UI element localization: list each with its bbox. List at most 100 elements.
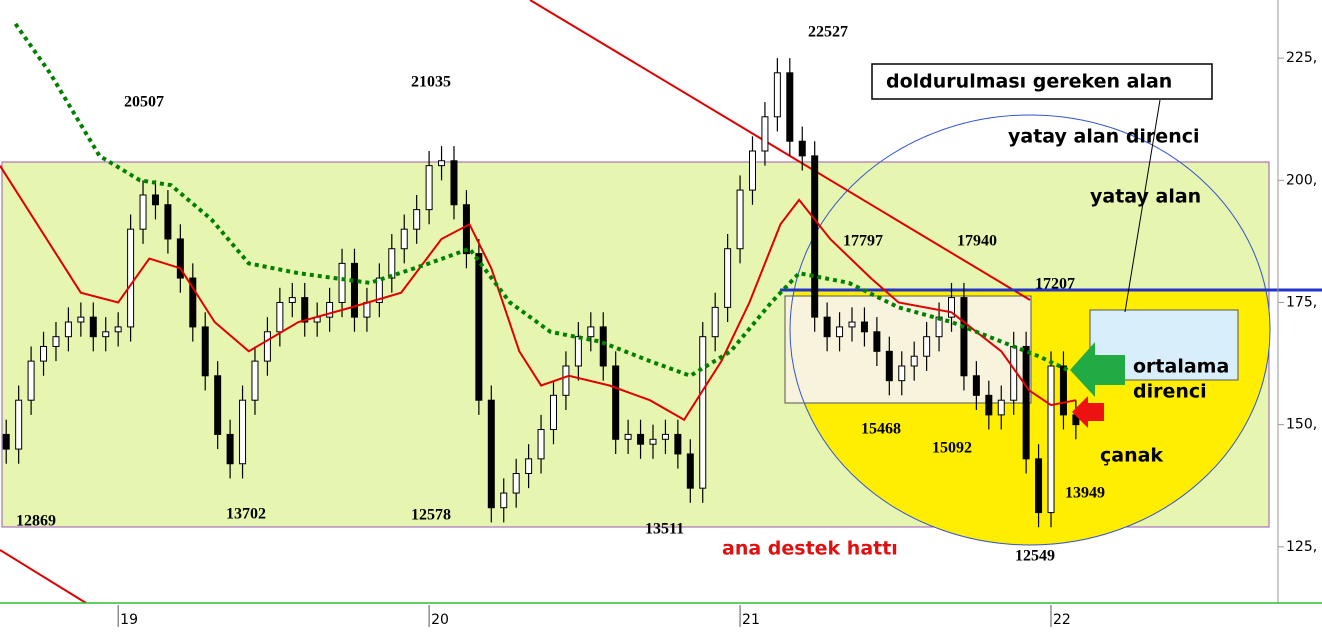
candle-body (64, 321, 72, 338)
x-tick-label: 21 (742, 612, 760, 628)
candle-body (363, 301, 371, 318)
candle-body (487, 399, 495, 509)
candle-body (1059, 365, 1067, 416)
candle-body (350, 262, 358, 318)
candle-body (661, 433, 669, 440)
note-box (871, 63, 1213, 100)
red-arrow (1072, 396, 1104, 428)
green-arrow (1070, 342, 1125, 397)
candle-body (151, 194, 159, 206)
candle-body (848, 321, 856, 328)
price-annotation: 22527 (808, 24, 848, 41)
candle-body (512, 473, 520, 494)
price-annotation: 13702 (226, 506, 266, 523)
candle-body (27, 360, 35, 401)
candle-body (612, 365, 620, 440)
candle-body (326, 301, 334, 318)
candle-body (214, 375, 222, 435)
candle-body (761, 116, 769, 152)
candle-body (860, 321, 868, 333)
bowl-outline (789, 114, 1271, 546)
price-annotation: 17207 (1035, 276, 1075, 293)
candle-body (263, 331, 271, 362)
candle-body (164, 204, 172, 240)
candle-body (624, 433, 632, 440)
candle-body (587, 326, 595, 338)
candle-body (400, 228, 408, 250)
candle-body (89, 316, 97, 338)
candle-body (972, 375, 980, 396)
candle-body (388, 248, 396, 279)
candle-body (226, 433, 234, 465)
x-tick-label: 22 (1053, 612, 1071, 628)
candle-body (960, 297, 968, 377)
candle-body (127, 228, 135, 328)
candle-body (674, 433, 682, 455)
price-annotation: 12549 (1015, 548, 1055, 565)
candle-body (102, 331, 110, 338)
note-label: direnci (1133, 381, 1207, 403)
candle-body (40, 345, 48, 362)
candle-body (748, 150, 756, 191)
note-label: yatay alan direnci (1008, 126, 1200, 148)
candle-body (301, 297, 309, 323)
candle-body (425, 165, 433, 211)
candle-body (77, 316, 85, 323)
price-annotation: 15092 (932, 440, 972, 457)
candle-body (413, 209, 421, 230)
candle-body (948, 297, 956, 318)
candle-body (798, 140, 806, 157)
note-label: yatay alan (1090, 186, 1201, 208)
candle-body (811, 155, 819, 318)
candle-body (475, 253, 483, 401)
note-label: ortalama (1133, 356, 1229, 378)
moving-average (13, 22, 1071, 379)
y-tick-label: 125, (1286, 539, 1317, 555)
candle-body (823, 316, 831, 338)
candle-body (1035, 458, 1043, 514)
note-label: çanak (1100, 445, 1163, 467)
candle-body (1022, 345, 1030, 460)
support-trendline (0, 549, 87, 604)
candle-body (462, 204, 470, 255)
y-tick-label: 200, (1286, 172, 1317, 188)
candle-body (699, 336, 707, 489)
x-tick-label: 19 (120, 612, 138, 628)
candle-body (176, 238, 184, 279)
candle-body (910, 355, 918, 367)
candle-body (500, 492, 508, 509)
candle-body (724, 248, 732, 308)
candle-body (450, 160, 458, 206)
candle-body (1047, 365, 1055, 514)
y-tick-label: 150, (1286, 417, 1317, 433)
candle-body (562, 365, 570, 396)
candle-body (873, 331, 881, 352)
candle-body (139, 194, 147, 230)
candle-body (2, 433, 10, 450)
y-tick-label: 175, (1286, 294, 1317, 310)
note-label: ana destek hattı (722, 538, 898, 560)
candle-body (251, 360, 259, 401)
candle-body (686, 453, 694, 489)
x-tick-label: 20 (431, 612, 449, 628)
candle-body (637, 433, 645, 445)
y-tick-label: 225, (1286, 50, 1317, 66)
candle-body (786, 72, 794, 142)
candle-body (537, 429, 545, 460)
candle-body (997, 399, 1005, 416)
candle-body (288, 297, 296, 303)
price-annotation: 20507 (124, 94, 164, 111)
price-annotation: 13949 (1065, 485, 1105, 502)
fill-zone (1089, 309, 1239, 381)
moving-average (0, 165, 1077, 422)
candle-body (549, 394, 557, 431)
texts: 125, 150, 175, 200, 225, 19 20 21 22 20507 21035 22… (16, 24, 1317, 628)
candle-body (773, 72, 781, 118)
candle-body (649, 438, 657, 445)
price-annotation: 17940 (957, 233, 997, 250)
candle-body (923, 336, 931, 357)
candle-body (574, 336, 582, 367)
candle-body (599, 326, 607, 367)
candle-body (836, 326, 844, 338)
candle-body (189, 277, 197, 328)
